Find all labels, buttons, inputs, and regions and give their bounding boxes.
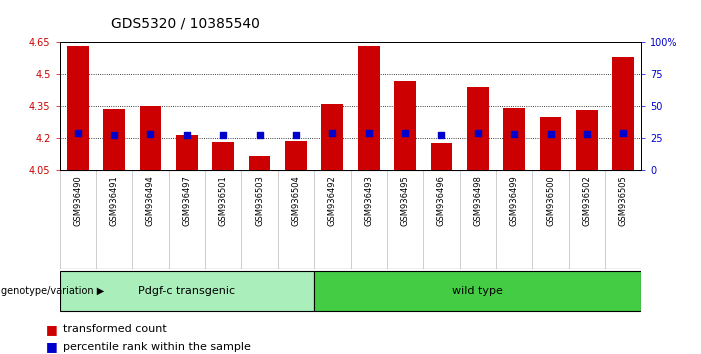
Point [109,132,120,138]
Bar [467,87,489,170]
Bar [60,271,314,311]
Text: wild type: wild type [452,286,503,296]
Text: GSM936505: GSM936505 [619,175,627,225]
Point [436,132,447,138]
Bar [321,104,343,170]
Point [581,131,592,137]
Text: genotype/variation ▶: genotype/variation ▶ [1,286,104,296]
Bar [613,57,634,170]
Point [182,132,193,138]
Text: GSM936500: GSM936500 [546,175,555,225]
Bar [67,46,88,170]
Point [545,131,556,137]
Text: Pdgf-c transgenic: Pdgf-c transgenic [138,286,236,296]
Text: transformed count: transformed count [63,324,167,334]
Bar [314,271,641,311]
Point [618,130,629,136]
Point [327,130,338,136]
Point [72,130,83,136]
Bar [503,108,525,170]
Text: ■: ■ [46,323,57,336]
Text: GSM936499: GSM936499 [510,175,519,225]
Bar [176,135,198,170]
Point [508,131,519,137]
Bar [285,141,307,170]
Bar [249,156,271,170]
Text: GSM936502: GSM936502 [583,175,592,225]
Bar [430,143,452,170]
Bar [540,117,562,170]
Point [400,130,411,136]
Point [254,132,265,138]
Text: percentile rank within the sample: percentile rank within the sample [63,342,251,352]
Text: GSM936496: GSM936496 [437,175,446,226]
Text: GSM936497: GSM936497 [182,175,191,226]
Bar [576,110,598,170]
Text: GSM936493: GSM936493 [365,175,373,226]
Text: GDS5320 / 10385540: GDS5320 / 10385540 [111,16,260,30]
Text: GSM936494: GSM936494 [146,175,155,225]
Text: GSM936492: GSM936492 [328,175,336,225]
Point [363,130,374,136]
Bar [394,81,416,170]
Text: GSM936490: GSM936490 [74,175,82,225]
Text: GSM936491: GSM936491 [109,175,118,225]
Text: GSM936503: GSM936503 [255,175,264,226]
Bar [358,46,380,170]
Text: ■: ■ [46,341,57,353]
Bar [139,106,161,170]
Bar [103,109,125,170]
Bar [212,142,234,170]
Text: GSM936504: GSM936504 [292,175,301,225]
Point [472,130,484,136]
Text: GSM936498: GSM936498 [473,175,482,226]
Point [217,132,229,138]
Text: GSM936495: GSM936495 [400,175,409,225]
Text: GSM936501: GSM936501 [219,175,228,225]
Point [145,131,156,137]
Point [290,132,301,138]
